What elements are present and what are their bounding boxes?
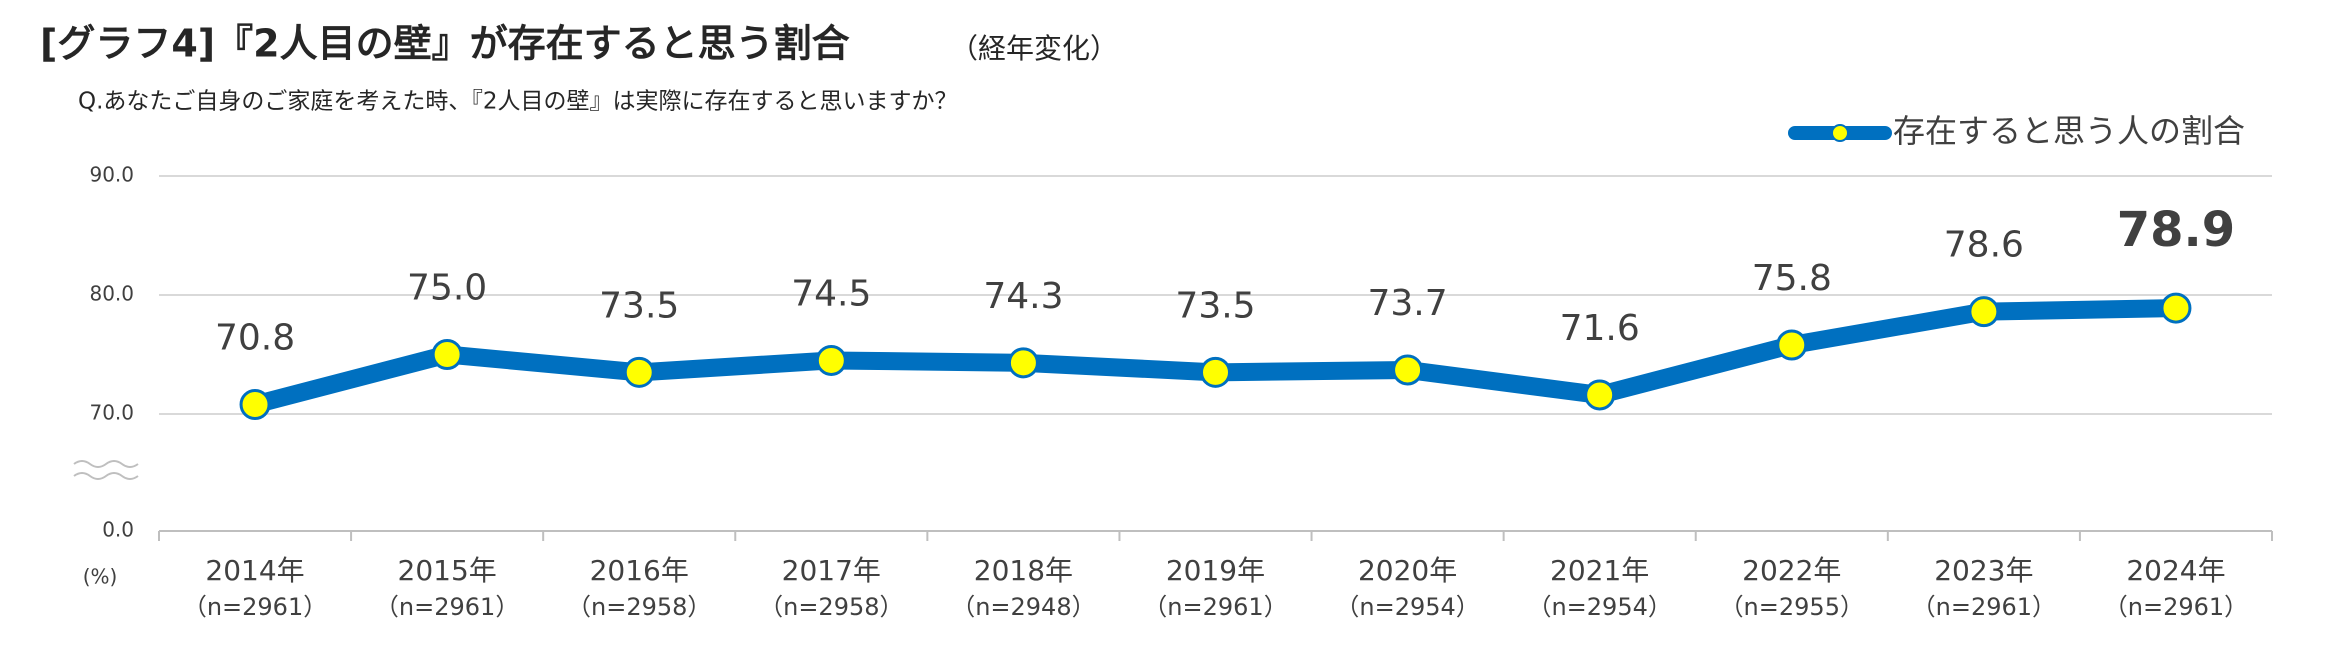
- title-note: （経年変化）: [950, 32, 1118, 65]
- marker: [1968, 296, 2000, 328]
- x-tick-label: 2015年: [398, 554, 497, 587]
- marker: [1392, 354, 1424, 386]
- value-label: 78.9: [2117, 202, 2235, 258]
- sample-size: （n=2961）: [375, 593, 519, 621]
- x-tick-label: 2019年: [1166, 554, 1265, 587]
- marker: [2160, 292, 2192, 324]
- legend-label: 存在すると思う人の割合: [1893, 112, 2245, 150]
- marker: [1007, 347, 1039, 379]
- value-label: 74.3: [983, 276, 1063, 317]
- y-tick-label: 90.0: [89, 163, 134, 187]
- y-tick-label: 0.0: [102, 518, 134, 542]
- value-label: 78.6: [1944, 225, 2024, 266]
- marker: [1200, 356, 1231, 388]
- y-tick-label: 80.0: [89, 282, 134, 306]
- sample-size: （n=2958）: [759, 593, 903, 621]
- y-axis-label: (%): [83, 565, 118, 589]
- marker: [239, 388, 271, 420]
- legend-marker: [1831, 124, 1849, 142]
- x-tick-label: 2017年: [782, 554, 881, 587]
- value-label: 73.5: [1175, 285, 1255, 326]
- sample-size: （n=2948）: [951, 593, 1095, 621]
- sample-size: （n=2961）: [183, 593, 327, 621]
- marker: [815, 344, 847, 376]
- chart-subtitle: Q.あなたご自身のご家庭を考えた時、『2人目の壁』は実際に存在すると思いますか？: [78, 89, 958, 115]
- sample-size: （n=2958）: [567, 593, 711, 621]
- marker: [1776, 329, 1808, 361]
- marker: [431, 339, 463, 370]
- sample-size: （n=2961）: [1143, 593, 1287, 621]
- x-tick-label: 2014年: [205, 554, 304, 587]
- axis-break: [73, 460, 139, 480]
- value-label: 73.5: [599, 285, 679, 326]
- sample-size: （n=2961）: [2104, 593, 2248, 621]
- y-tick-label: 70.0: [89, 401, 134, 425]
- value-label: 70.8: [215, 317, 295, 358]
- chart-title: [グラフ4]『2人目の壁』が存在すると思う割合: [40, 22, 850, 66]
- x-tick-label: 2020年: [1358, 554, 1457, 587]
- sample-size: （n=2961）: [1912, 593, 2056, 621]
- value-label: 75.0: [407, 268, 487, 309]
- value-label: 73.7: [1368, 283, 1448, 324]
- value-label: 74.5: [791, 273, 871, 314]
- x-tick-label: 2022年: [1742, 554, 1841, 587]
- sample-size: （n=2955）: [1720, 593, 1864, 621]
- marker: [623, 356, 655, 388]
- sample-size: （n=2954）: [1335, 593, 1479, 621]
- x-tick-label: 2018年: [974, 554, 1073, 587]
- x-tick-label: 2024年: [2126, 554, 2225, 587]
- x-tick-label: 2016年: [590, 554, 689, 587]
- value-label: 75.8: [1752, 258, 1832, 299]
- x-tick-label: 2021年: [1550, 554, 1649, 587]
- value-label: 71.6: [1560, 308, 1640, 349]
- marker: [1584, 379, 1616, 411]
- sample-size: （n=2954）: [1527, 593, 1671, 621]
- x-tick-label: 2023年: [1934, 554, 2033, 587]
